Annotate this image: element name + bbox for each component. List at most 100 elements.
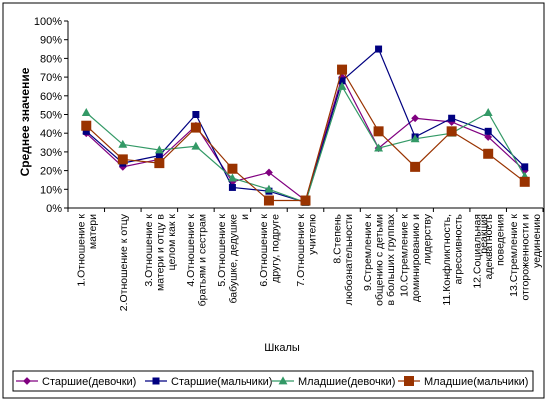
y-tick-label: 80% [40, 53, 62, 65]
x-tick-label-line: и [239, 214, 251, 220]
x-tick-label: 13.Стремление к отгороженности и уединению [508, 214, 543, 301]
x-tick-label-line: 10.Стремление к [399, 214, 411, 297]
data-point [81, 120, 92, 131]
data-point [227, 173, 237, 182]
data-point [373, 126, 384, 137]
y-tick-label: 20% [40, 166, 62, 178]
x-tick-label: 11.Конфликтность, агрессивность [441, 213, 465, 305]
x-tick-label-line: 6.Отношение к [258, 214, 270, 287]
x-tick-label-line: уединению [531, 214, 543, 268]
legend-label: Старшие(мальчики) [171, 376, 272, 388]
data-point [190, 122, 201, 133]
data-point [337, 81, 347, 90]
y-tick-label: 10% [40, 184, 62, 196]
data-point [448, 114, 456, 122]
x-tick-label: 3.Отношение к матери и отцу в целом как к [143, 214, 178, 291]
x-tick-label: 12.Социальная адекватность поведения [472, 213, 507, 288]
x-tick-label: 10.Стремление к доминированию и лидерству [399, 213, 434, 302]
y-tick-label: 100% [34, 16, 62, 28]
data-point [265, 168, 273, 177]
y-tick-label: 0% [46, 203, 62, 215]
data-point [519, 176, 530, 187]
x-tick-label-line: 2.Отношение к отцу [118, 213, 130, 311]
legend-item: Младшие(девочки) [272, 376, 395, 388]
axes: 0% 10% 20% 30% 40% 50% 60% 70% 80% 90% 100% 1.Отнош… [34, 16, 544, 311]
data-point [446, 126, 457, 137]
y-tick-label: 50% [40, 110, 62, 122]
x-tick-label-line: любознательности [343, 214, 355, 305]
x-tick-label-line: учителю [306, 214, 318, 255]
legend: Старшие(девочки) Старшие(мальчики) Младшие… [12, 370, 534, 392]
legend-label: Старшие(девочки) [42, 376, 136, 388]
y-tick-label: 40% [40, 128, 62, 140]
legend-item: Младшие(мальчики) [398, 376, 528, 388]
x-tick-label: 7.Отношение к учителю [295, 214, 319, 287]
x-tick-label-line: 11.Конфликтность, [441, 214, 453, 306]
x-tick-label-line: 8.Степень [331, 213, 343, 263]
x-tick-label-line: 3.Отношение к [143, 214, 155, 287]
x-tick-label-line: матери и отцу в [154, 214, 166, 291]
x-tick-label: 4.Отношение к братьям и сестрам [185, 214, 209, 307]
x-tick-label-line: общению с детьми [374, 214, 386, 306]
y-tick-label: 70% [40, 72, 62, 84]
series-4 [81, 64, 530, 206]
x-tick-label-line: лидерству [422, 213, 434, 264]
legend-label: Младшие(девочки) [298, 376, 395, 388]
legend-marker [152, 377, 160, 385]
x-tick-label-line: агрессивность [452, 213, 464, 284]
data-point [192, 111, 200, 118]
x-tick-label-line: 12.Социальная [472, 214, 484, 289]
data-point [154, 145, 164, 154]
x-axis-title: Шкалы [264, 342, 300, 354]
data-point [263, 195, 274, 206]
data-point [154, 158, 165, 169]
data-point [484, 127, 492, 135]
data-point [155, 152, 163, 160]
x-tick-label: 8.Степень любознательности [331, 213, 355, 305]
x-label-annotation: реакция [478, 214, 490, 254]
legend-label: Младшие(мальчики) [424, 376, 528, 388]
x-tick-label: 9.Стремление к общению с детьми в больших … [362, 213, 397, 306]
x-tick-label-line: 1.Отношение к [76, 214, 88, 287]
x-tick-label-line: другу, подруге [270, 214, 282, 283]
data-point [81, 108, 91, 117]
x-tick-label: 1.Отношение к матери [76, 214, 100, 287]
data-point [521, 163, 529, 171]
x-tick-label-line: доминированию и [410, 214, 422, 302]
x-tick-label-line: целом как к [166, 214, 178, 271]
data-point [227, 163, 238, 174]
x-tick-label: 5.Отношение к бабушке, дедушке и [216, 214, 251, 304]
x-tick-label-line: в больших группах [385, 213, 397, 305]
y-tick-label: 90% [40, 35, 62, 47]
data-point [117, 154, 128, 165]
x-tick-label-line: 7.Отношение к [295, 214, 307, 287]
x-tick-label: 2.Отношение к отцу [118, 213, 130, 311]
data-point [228, 183, 236, 191]
data-point [483, 108, 493, 117]
legend-item: Старшие(девочки) [16, 376, 136, 388]
x-tick-label-line: поведения [495, 214, 507, 266]
legend-item: Старшие(мальчики) [145, 376, 272, 388]
x-tick-label-line: бабушке, дедушке [227, 214, 239, 304]
data-point [484, 133, 493, 141]
x-tick-label-line: братьям и сестрам [197, 214, 209, 306]
data-point [264, 184, 274, 193]
x-tick-label-line: 4.Отношение к [185, 214, 197, 287]
x-tick-label-line: адекватность [483, 213, 495, 279]
legend-marker [404, 376, 414, 386]
x-tick-label-line: 13.Стремление к [508, 214, 520, 297]
legend-marker [23, 377, 31, 385]
data-point [337, 64, 348, 75]
y-tick-label: 30% [40, 147, 62, 159]
y-tick-label: 60% [40, 91, 62, 103]
data-point [375, 45, 383, 53]
data-point [191, 141, 201, 150]
x-tick-label-line: матери [87, 214, 99, 249]
x-tick-label-line: 9.Стремление к [362, 214, 374, 291]
x-label-annotation-text: реакция [478, 214, 490, 254]
data-point [118, 139, 128, 148]
x-tick-label-line: отгороженности и [520, 214, 532, 301]
data-point [410, 161, 421, 172]
